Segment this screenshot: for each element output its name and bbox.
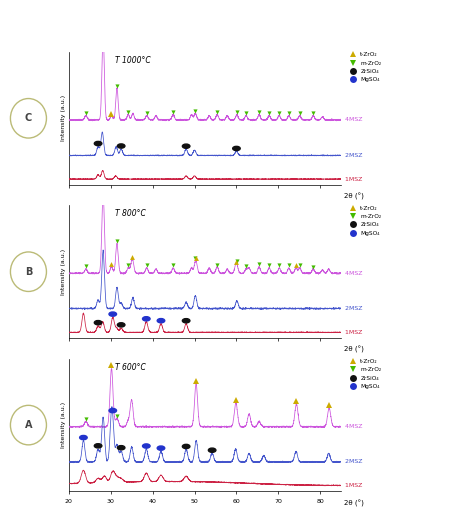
- Text: 1MSZ: 1MSZ: [341, 177, 363, 181]
- Text: B: B: [25, 267, 32, 277]
- Ellipse shape: [118, 323, 125, 327]
- Ellipse shape: [182, 319, 190, 323]
- Ellipse shape: [233, 146, 240, 151]
- Legend: t-ZrO₂, m-ZrO₂, ZrSiO₄, MgSO₄: t-ZrO₂, m-ZrO₂, ZrSiO₄, MgSO₄: [347, 359, 382, 389]
- Y-axis label: Intensity (a.u.): Intensity (a.u.): [61, 249, 66, 295]
- Ellipse shape: [94, 141, 102, 146]
- Ellipse shape: [109, 312, 117, 316]
- Legend: t-ZrO₂, m-ZrO₂, ZrSiO₄, MgSO₄: t-ZrO₂, m-ZrO₂, ZrSiO₄, MgSO₄: [347, 53, 382, 82]
- Text: 2θ (°): 2θ (°): [344, 192, 364, 200]
- Ellipse shape: [109, 408, 117, 413]
- Ellipse shape: [182, 144, 190, 148]
- Y-axis label: Intensity (a.u.): Intensity (a.u.): [61, 402, 66, 448]
- Text: 2θ (°): 2θ (°): [344, 346, 364, 353]
- Legend: t-ZrO₂, m-ZrO₂, ZrSiO₄, MgSO₄: t-ZrO₂, m-ZrO₂, ZrSiO₄, MgSO₄: [347, 206, 382, 236]
- Text: C: C: [25, 113, 32, 123]
- Text: 2θ (°): 2θ (°): [344, 499, 364, 506]
- Text: 2MSZ: 2MSZ: [341, 306, 363, 311]
- Text: 4MSZ: 4MSZ: [341, 424, 363, 429]
- Ellipse shape: [94, 320, 102, 325]
- Ellipse shape: [118, 144, 125, 148]
- Ellipse shape: [209, 448, 216, 452]
- Text: 1MSZ: 1MSZ: [341, 330, 363, 335]
- Ellipse shape: [182, 445, 190, 449]
- Text: T 800°C: T 800°C: [115, 210, 146, 218]
- Text: T 1000°C: T 1000°C: [115, 56, 151, 65]
- Ellipse shape: [94, 444, 102, 448]
- Ellipse shape: [80, 435, 87, 440]
- Ellipse shape: [157, 319, 165, 323]
- Ellipse shape: [118, 446, 125, 450]
- Text: 2MSZ: 2MSZ: [341, 459, 363, 464]
- Text: 2MSZ: 2MSZ: [341, 153, 363, 158]
- Text: A: A: [25, 420, 32, 430]
- Ellipse shape: [157, 446, 165, 450]
- Text: T 600°C: T 600°C: [115, 363, 146, 372]
- Text: 4MSZ: 4MSZ: [341, 118, 363, 122]
- Ellipse shape: [143, 317, 150, 321]
- Text: 4MSZ: 4MSZ: [341, 271, 363, 276]
- Ellipse shape: [143, 444, 150, 448]
- Y-axis label: Intensity (a.u.): Intensity (a.u.): [61, 95, 66, 141]
- Text: 1MSZ: 1MSZ: [341, 483, 363, 488]
